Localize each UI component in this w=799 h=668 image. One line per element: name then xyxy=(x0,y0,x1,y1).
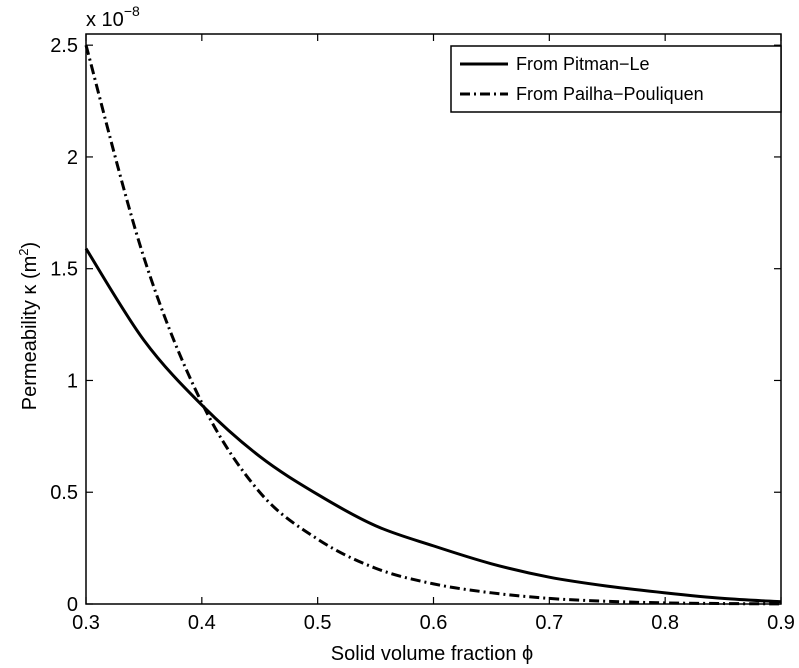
axis-ticks: 0.3 0.4 0.5 0.6 0.7 0.8 0.9 0 0.5 1 1.5 2 2.5 xyxy=(50,34,795,634)
y-axis-label-sup: 2 xyxy=(16,248,31,255)
x-tick-label: 0.3 xyxy=(72,612,100,634)
legend: From Pitman−Le From Pailha−Pouliquen xyxy=(450,45,782,113)
x-tick-label: 0.6 xyxy=(420,612,448,634)
y-tick-label: 0 xyxy=(67,594,78,616)
y-scale-factor: x 10−8 xyxy=(86,3,140,31)
series-line-pitman-le xyxy=(84,247,782,604)
x-tick-label: 0.4 xyxy=(188,612,216,634)
y-tick-label: 1.5 xyxy=(50,259,78,281)
legend-label-pitman-le: From Pitman−Le xyxy=(516,54,650,74)
x-axis-label: Solid volume fraction ϕ xyxy=(331,643,533,665)
x-tick-label: 0.7 xyxy=(535,612,563,634)
y-tick-label: 1 xyxy=(67,370,78,392)
x-tick-label: 0.8 xyxy=(651,612,679,634)
y-scale-exponent: −8 xyxy=(124,3,140,19)
x-tick-label: 0.5 xyxy=(304,612,332,634)
y-tick-label: 2.5 xyxy=(50,35,78,57)
series-lines xyxy=(84,44,782,606)
y-tick-label: 2 xyxy=(67,147,78,169)
y-axis-label-close: ) xyxy=(19,242,41,249)
legend-box xyxy=(450,45,782,113)
y-axis-label: Permeability κ (m2) xyxy=(16,242,41,410)
plot-area-border xyxy=(85,33,782,605)
y-tick-label: 0.5 xyxy=(50,482,78,504)
y-scale-base: x 10 xyxy=(86,9,124,31)
x-tick-label: 0.9 xyxy=(767,612,795,634)
legend-label-pailha-pouliquen: From Pailha−Pouliquen xyxy=(516,84,704,104)
series-line-pailha-pouliquen xyxy=(84,44,782,606)
y-axis-label-main: Permeability κ (m xyxy=(19,256,41,410)
plot-frame xyxy=(85,33,782,605)
